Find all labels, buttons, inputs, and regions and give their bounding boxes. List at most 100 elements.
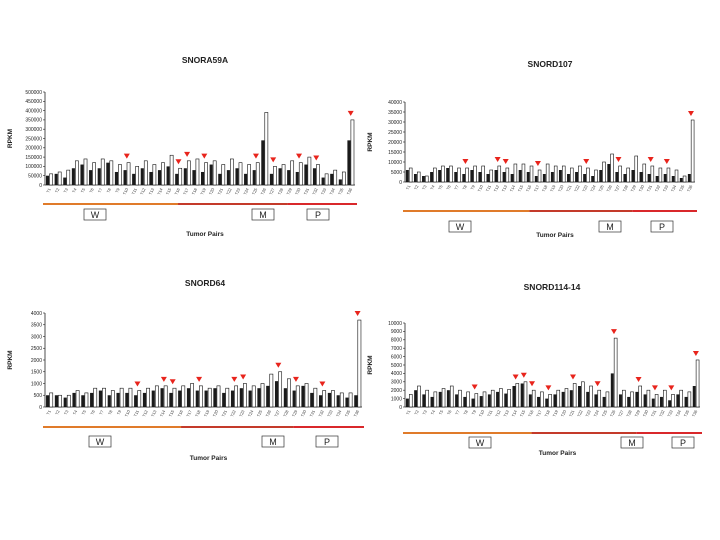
x-tick-label: T18 <box>543 409 551 418</box>
bar-normal <box>238 162 243 186</box>
x-tick-label: T31 <box>646 184 654 193</box>
bar-tumor <box>561 391 565 407</box>
group-label: W <box>96 437 105 447</box>
x-tick-label: T32 <box>654 184 662 193</box>
bar-normal <box>490 389 495 408</box>
x-tick-label: T5 <box>438 409 445 416</box>
bar-tumor <box>575 172 578 182</box>
bar-normal <box>690 119 695 183</box>
bar-normal <box>521 163 526 183</box>
x-tick-label: T20 <box>212 409 220 418</box>
group-label: M <box>269 437 277 447</box>
bar-normal <box>264 112 269 186</box>
bar-tumor <box>72 392 76 407</box>
x-tick-label: T31 <box>309 409 317 418</box>
x-tick-label: T11 <box>485 184 493 193</box>
group-label: W <box>456 222 465 232</box>
marker-triangle <box>292 376 299 382</box>
bar-normal <box>489 169 493 183</box>
bar-normal <box>333 169 338 186</box>
y-axis-label: RPKM <box>367 132 374 151</box>
x-tick-label: T33 <box>666 409 674 418</box>
x-tick-label: T22 <box>229 409 237 418</box>
bar-tumor <box>550 172 554 182</box>
x-tick-label: T29 <box>285 187 293 196</box>
x-tick-label: T28 <box>625 409 633 418</box>
bar-normal <box>154 385 159 408</box>
bar-tumor <box>687 174 691 182</box>
bar-normal <box>234 385 238 408</box>
x-tick-label: T34 <box>328 187 336 196</box>
bar-normal <box>186 160 191 186</box>
bar-normal <box>295 385 300 408</box>
bar-normal <box>225 387 230 408</box>
bar-tumor <box>295 171 299 185</box>
x-tick-label: T18 <box>541 184 549 193</box>
bar-normal <box>433 391 438 408</box>
chart-snord114-14: SNORD114-14 0 1000 2000 3000 4000 5000 6000 7000… <box>367 282 702 457</box>
bar-normal <box>357 319 362 408</box>
bar-tumor <box>422 394 426 407</box>
group-box-m <box>261 435 285 448</box>
x-axis-label: Tumor Pairs <box>186 231 224 238</box>
bar-tumor <box>478 172 482 182</box>
bar-normal <box>630 391 634 408</box>
bar-normal <box>433 167 437 183</box>
bar-normal <box>531 389 536 408</box>
y-tick-label: 100000 <box>25 164 42 170</box>
x-tick-label: T2 <box>54 409 61 416</box>
bar-tumor <box>655 176 659 182</box>
y-tick-label: 0 <box>39 405 42 411</box>
bar-tumor <box>607 164 611 182</box>
bar-tumor <box>647 174 651 182</box>
bar-normal <box>515 383 520 408</box>
bar-tumor <box>455 394 459 407</box>
bar-tumor <box>252 170 256 185</box>
bar-normal <box>663 389 667 408</box>
x-tick-label: T17 <box>182 187 190 196</box>
marker-triangle <box>201 153 208 159</box>
bar-normal <box>204 162 208 186</box>
bar-tumor <box>63 177 67 185</box>
bar-normal <box>605 391 610 408</box>
bar-normal <box>324 173 329 186</box>
bar-tumor <box>274 381 279 407</box>
x-tick-label: T20 <box>557 184 565 193</box>
bar-normal <box>482 391 487 408</box>
bar-normal <box>505 167 510 183</box>
bar-tumor <box>518 170 522 182</box>
bar-normal <box>564 388 569 408</box>
bar-normal <box>441 165 445 183</box>
bar-tumor <box>338 179 342 185</box>
marker-triangle <box>583 159 590 164</box>
x-tick-label: T35 <box>678 184 686 193</box>
bar-tumor <box>599 170 603 182</box>
y-tick-label: 2000 <box>391 388 402 394</box>
x-tick-label: T7 <box>98 409 105 416</box>
x-tick-label: T23 <box>584 409 592 418</box>
group-box-m <box>598 220 622 233</box>
bar-tumor <box>106 162 110 185</box>
bar-tumor <box>414 390 418 407</box>
x-tick-label: T2 <box>413 409 420 416</box>
bar-normal <box>658 167 663 183</box>
x-tick-label: T4 <box>430 409 437 416</box>
bar-tumor <box>534 176 538 182</box>
bar-tumor <box>209 164 213 185</box>
bar-tumor <box>195 390 199 407</box>
bar-normal <box>119 387 124 408</box>
y-tick-label: 50000 <box>28 174 42 180</box>
bar-tumor <box>186 388 191 407</box>
x-tick-label: T36 <box>353 409 361 418</box>
bar-normal <box>163 385 168 408</box>
bar-normal <box>75 390 80 408</box>
x-tick-label: T13 <box>148 187 156 196</box>
bar-normal <box>449 165 453 183</box>
bar-normal <box>408 394 413 408</box>
bar-normal <box>581 381 585 408</box>
x-tick-label: T19 <box>549 184 557 193</box>
bar-tumor <box>81 395 85 407</box>
marker-triangle <box>296 153 303 159</box>
x-tick-label: T3 <box>62 187 69 194</box>
y-tick-label: 8000 <box>391 338 402 344</box>
